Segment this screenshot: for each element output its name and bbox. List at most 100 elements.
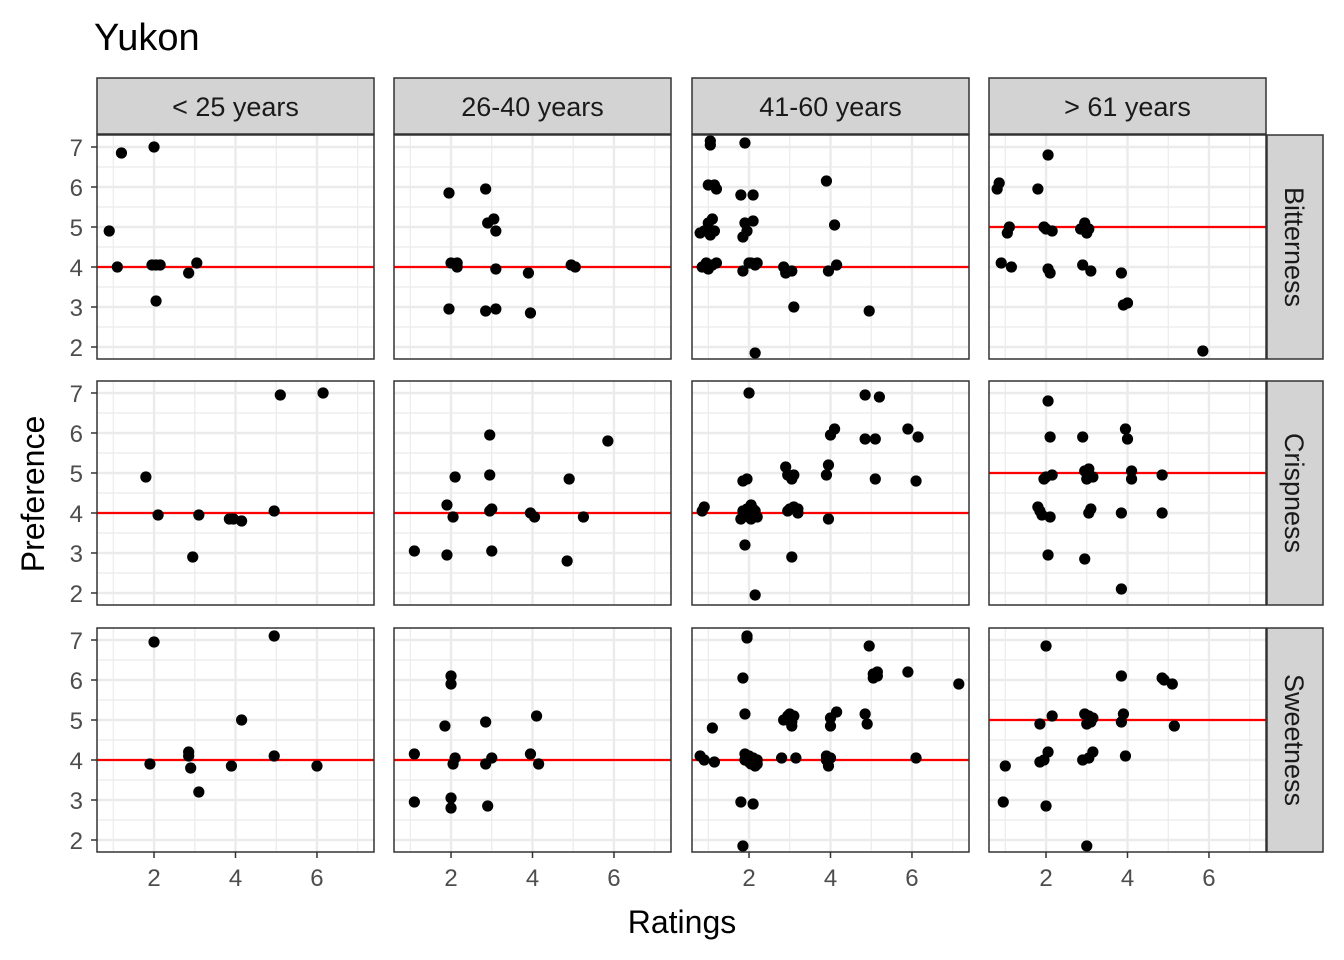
data-point [317,387,329,399]
data-point [445,802,457,814]
panel-border [691,134,970,360]
data-point [824,752,837,764]
data-point [480,183,492,195]
data-point [786,265,798,277]
data-point [439,720,451,732]
data-point [569,261,581,273]
data-point [828,219,841,231]
data-point [822,265,835,277]
data-point [154,259,166,271]
y-tick-label: 5 [70,461,83,488]
data-point [561,555,573,567]
x-tick-label: 4 [824,865,837,892]
data-point [490,303,502,315]
data-point [1168,720,1180,732]
data-point [741,632,753,644]
data-point [902,666,914,678]
data-point [869,433,881,445]
data-point [741,473,753,485]
data-point [910,475,922,487]
data-point [741,225,753,237]
y-tick-label: 2 [70,581,83,608]
panel-border [691,380,970,606]
row-strip-label: Crispness [1279,433,1309,553]
data-point [144,758,156,770]
data-point [488,213,500,225]
y-tick-label: 4 [70,255,83,282]
data-point [820,469,833,481]
data-point [1044,431,1056,443]
y-tick-label: 3 [70,541,83,568]
y-tick-label: 7 [70,135,83,162]
chart-title: Yukon [94,17,200,59]
data-point [602,435,614,447]
y-tick-label: 6 [70,175,83,202]
data-point [869,473,881,485]
data-point [1081,840,1093,852]
x-tick-label: 2 [1039,865,1052,892]
data-point [148,636,160,648]
column-strip-label: < 25 years [172,92,299,122]
data-point [708,225,721,237]
data-point [786,551,798,563]
data-point [268,750,280,762]
data-point [1087,471,1099,483]
data-point [735,189,747,201]
x-tick-label: 6 [1202,865,1215,892]
data-point [533,758,545,770]
data-point [225,760,238,772]
y-axis-label: Preference [15,416,51,573]
data-point [706,722,718,734]
panel-border [393,134,672,360]
data-point [103,225,115,237]
y-tick-label: 2 [70,335,83,362]
data-point [706,213,718,225]
y-tick-label: 4 [70,748,83,775]
column-strip [96,77,375,135]
data-point [152,509,164,521]
data-point [1115,507,1127,519]
data-point [747,215,759,227]
data-point [953,678,965,690]
column-strip-label: 26-40 years [461,92,604,122]
data-point [792,503,804,515]
data-point [1121,433,1134,445]
data-point [710,183,723,195]
data-point [482,800,494,812]
data-point [311,760,323,772]
data-point [1042,746,1054,758]
row-strip [1266,380,1324,606]
data-point [193,509,205,521]
data-point [183,750,195,762]
y-tick-label: 3 [70,295,83,322]
data-point [708,756,721,768]
data-point [187,551,199,563]
data-point [1197,345,1209,357]
panel-border [393,380,672,606]
data-point [1083,223,1095,235]
data-point [859,433,871,445]
data-point [480,305,492,317]
y-tick-label: 6 [70,668,83,695]
panel-border [96,134,375,360]
data-point [1085,503,1097,515]
data-point [1032,183,1044,195]
row-strip-label: Bitterness [1279,187,1309,307]
row-strip-label: Sweetness [1279,674,1309,806]
data-point [1125,473,1138,485]
data-point [1042,149,1054,161]
data-point [751,758,763,770]
data-point [790,752,802,764]
data-point [443,187,455,199]
data-point [1156,469,1168,481]
data-point [859,708,871,720]
data-point [524,748,537,760]
data-point [737,672,749,684]
panel-border [96,380,375,606]
column-strip [988,77,1267,135]
x-tick-label: 6 [310,865,323,892]
data-point [1046,710,1058,722]
data-point [193,786,205,798]
data-point [1115,670,1127,682]
data-point [183,267,195,279]
